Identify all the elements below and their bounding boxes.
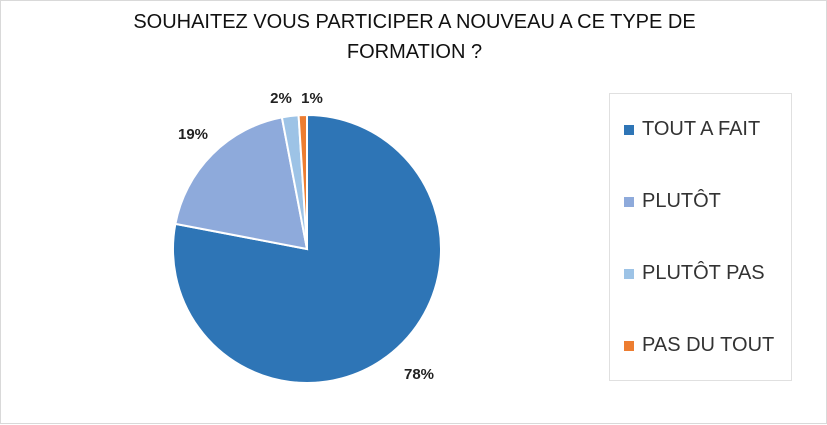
legend-label-plutot: PLUTÔT: [642, 190, 721, 212]
pie-slice-plutot: [174, 116, 309, 251]
legend-label-pas-du-tout: PAS DU TOUT: [642, 334, 775, 356]
legend-item-pas-du-tout: PAS DU TOUT: [624, 334, 774, 357]
legend-item-plutot-pas: PLUTÔT PAS: [624, 262, 765, 285]
chart-title-line-1: SOUHAITEZ VOUS PARTICIPER A NOUVEAU A CE…: [133, 11, 696, 33]
legend-item-plutot: PLUTÔT: [624, 190, 721, 213]
data-label-pas-du-tout: 1%: [301, 90, 323, 107]
legend-label-tout-a-fait: TOUT A FAIT: [642, 118, 761, 140]
data-label-tout-a-fait: 78%: [404, 366, 434, 383]
legend-swatch-plutot: [624, 196, 634, 207]
legend-swatch-plutot-pas: [624, 268, 634, 279]
legend-swatch-pas-du-tout: [624, 340, 634, 351]
chart-title: SOUHAITEZ VOUS PARTICIPER A NOUVEAU A CE…: [1, 7, 827, 67]
pie-slice-pas-du-tout: [297, 113, 308, 250]
chart-title-line-2: FORMATION ?: [346, 41, 483, 63]
legend-label-plutot-pas: PLUTÔT PAS: [642, 262, 765, 284]
data-label-plutot: 19%: [178, 126, 208, 143]
legend: TOUT A FAIT PLUTÔT PLUTÔT PAS PAS DU TOU…: [609, 93, 792, 381]
data-label-plutot-pas: 2%: [270, 90, 292, 107]
legend-swatch-tout-a-fait: [624, 124, 634, 135]
legend-item-tout-a-fait: TOUT A FAIT: [624, 118, 760, 141]
